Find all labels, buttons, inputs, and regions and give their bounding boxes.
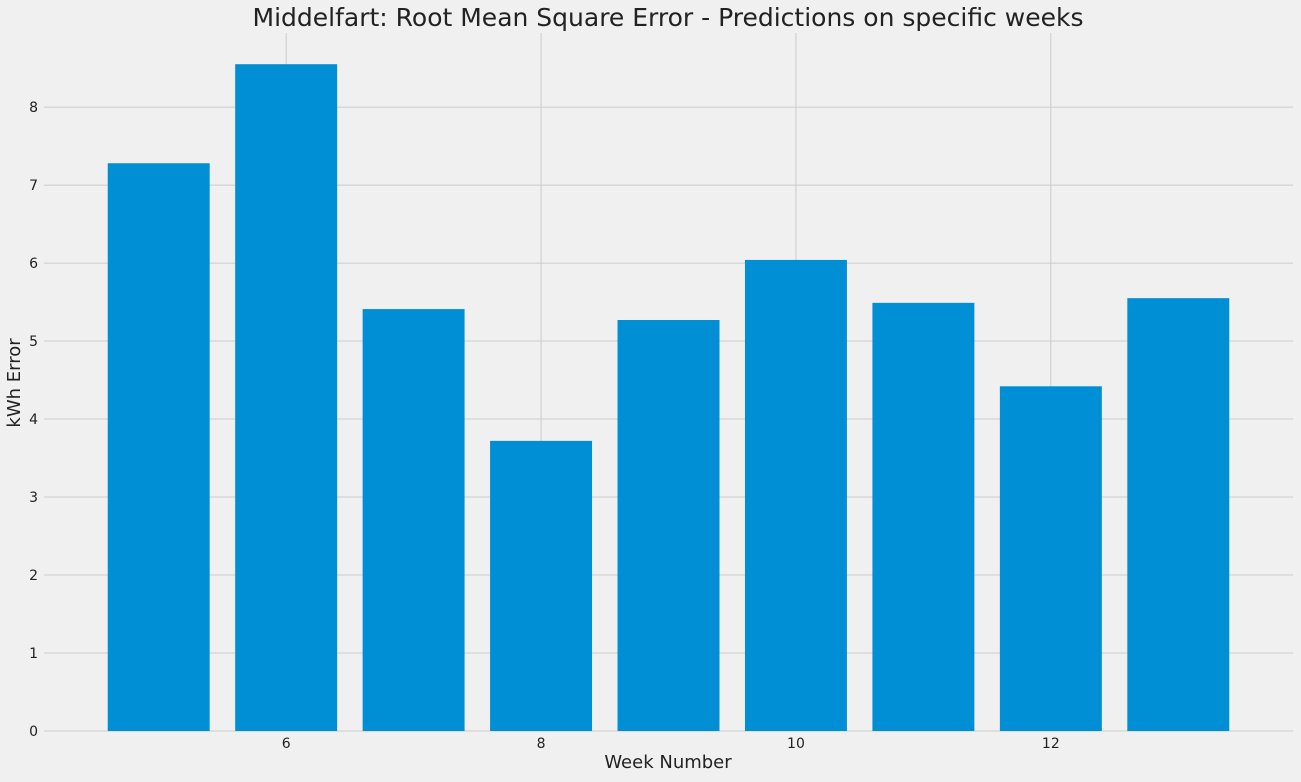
y-tick-label: 0 (29, 724, 38, 740)
bar-week-11 (872, 302, 975, 731)
y-tick-label: 1 (29, 646, 38, 662)
bar-week-9 (617, 319, 720, 731)
bar-week-8 (490, 440, 593, 731)
x-tick-label: 10 (787, 736, 805, 752)
y-tick-label: 6 (29, 256, 38, 272)
bar-week-10 (744, 259, 847, 731)
bar-week-6 (235, 64, 338, 731)
y-axis-label: kWh Error (4, 338, 25, 428)
y-tick-label: 5 (29, 334, 38, 350)
y-tick-label: 2 (29, 568, 38, 584)
x-tick-label: 6 (282, 736, 291, 752)
bar-week-7 (362, 309, 465, 731)
y-tick-label: 7 (29, 178, 38, 194)
y-tick-label: 4 (29, 412, 38, 428)
chart-title: Middelfart: Root Mean Square Error - Pre… (253, 3, 1084, 32)
bar-week-12 (999, 386, 1102, 731)
x-tick-label: 12 (1042, 736, 1060, 752)
bar-week-13 (1127, 298, 1230, 731)
bar-week-5 (107, 163, 210, 732)
y-tick-label: 3 (29, 490, 38, 506)
bars (107, 64, 1230, 732)
x-axis-label: Week Number (604, 752, 732, 773)
y-tick-label: 8 (29, 100, 38, 116)
x-tick-label: 8 (537, 736, 546, 752)
